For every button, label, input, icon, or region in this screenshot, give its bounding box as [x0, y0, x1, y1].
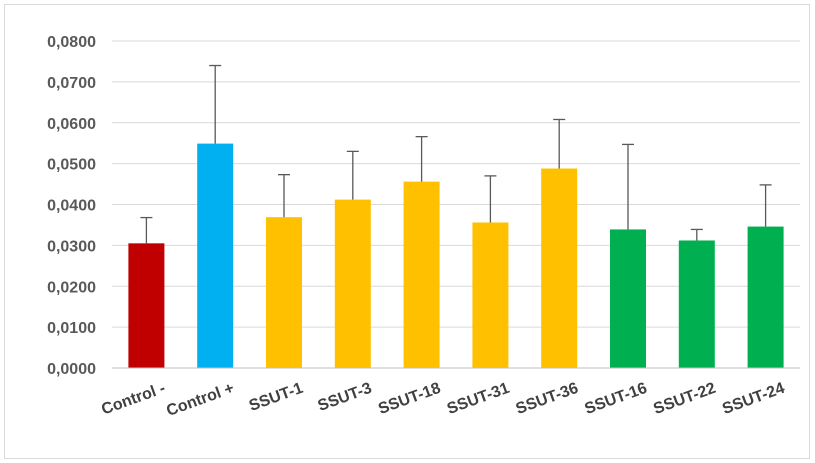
bar — [197, 143, 234, 368]
bar — [541, 168, 578, 368]
error-bars — [140, 64, 772, 244]
y-tick-label: 0,0300 — [47, 238, 96, 255]
category-label: SSUT-16 — [583, 380, 650, 418]
y-tick-label: 0,0800 — [47, 34, 96, 51]
category-label: Control + — [164, 380, 236, 420]
bar — [128, 243, 165, 368]
bar — [266, 217, 302, 368]
category-label: SSUT-18 — [376, 380, 443, 418]
bar — [472, 222, 509, 368]
category-label: SSUT-24 — [720, 380, 787, 418]
y-axis-ticks: 0,0000 0,0100 0,0200 0,0300 0,0400 0,0500 0,06… — [47, 34, 96, 378]
category-label: SSUT-22 — [651, 380, 718, 418]
bar — [610, 229, 646, 368]
bar — [334, 199, 371, 368]
category-label: SSUT-36 — [514, 380, 581, 418]
bar — [747, 226, 784, 368]
y-tick-label: 0,0500 — [47, 157, 96, 174]
bar — [678, 240, 715, 368]
bars — [128, 143, 784, 368]
y-tick-label: 0,0700 — [47, 75, 96, 92]
category-label: Control - — [99, 380, 167, 419]
y-tick-label: 0,0100 — [47, 320, 96, 337]
y-tick-label: 0,0600 — [47, 116, 96, 133]
category-label: SSUT-3 — [316, 380, 375, 415]
bar — [403, 181, 440, 368]
category-label: SSUT-31 — [445, 380, 512, 418]
y-tick-label: 0,0200 — [47, 279, 96, 296]
y-tick-label: 0,0000 — [47, 361, 96, 378]
y-tick-label: 0,0400 — [47, 198, 96, 215]
category-labels: Control -Control + SSUT-1 SSUT-3 SSUT-18 SSU… — [99, 380, 787, 420]
category-label: SSUT-1 — [247, 380, 306, 415]
